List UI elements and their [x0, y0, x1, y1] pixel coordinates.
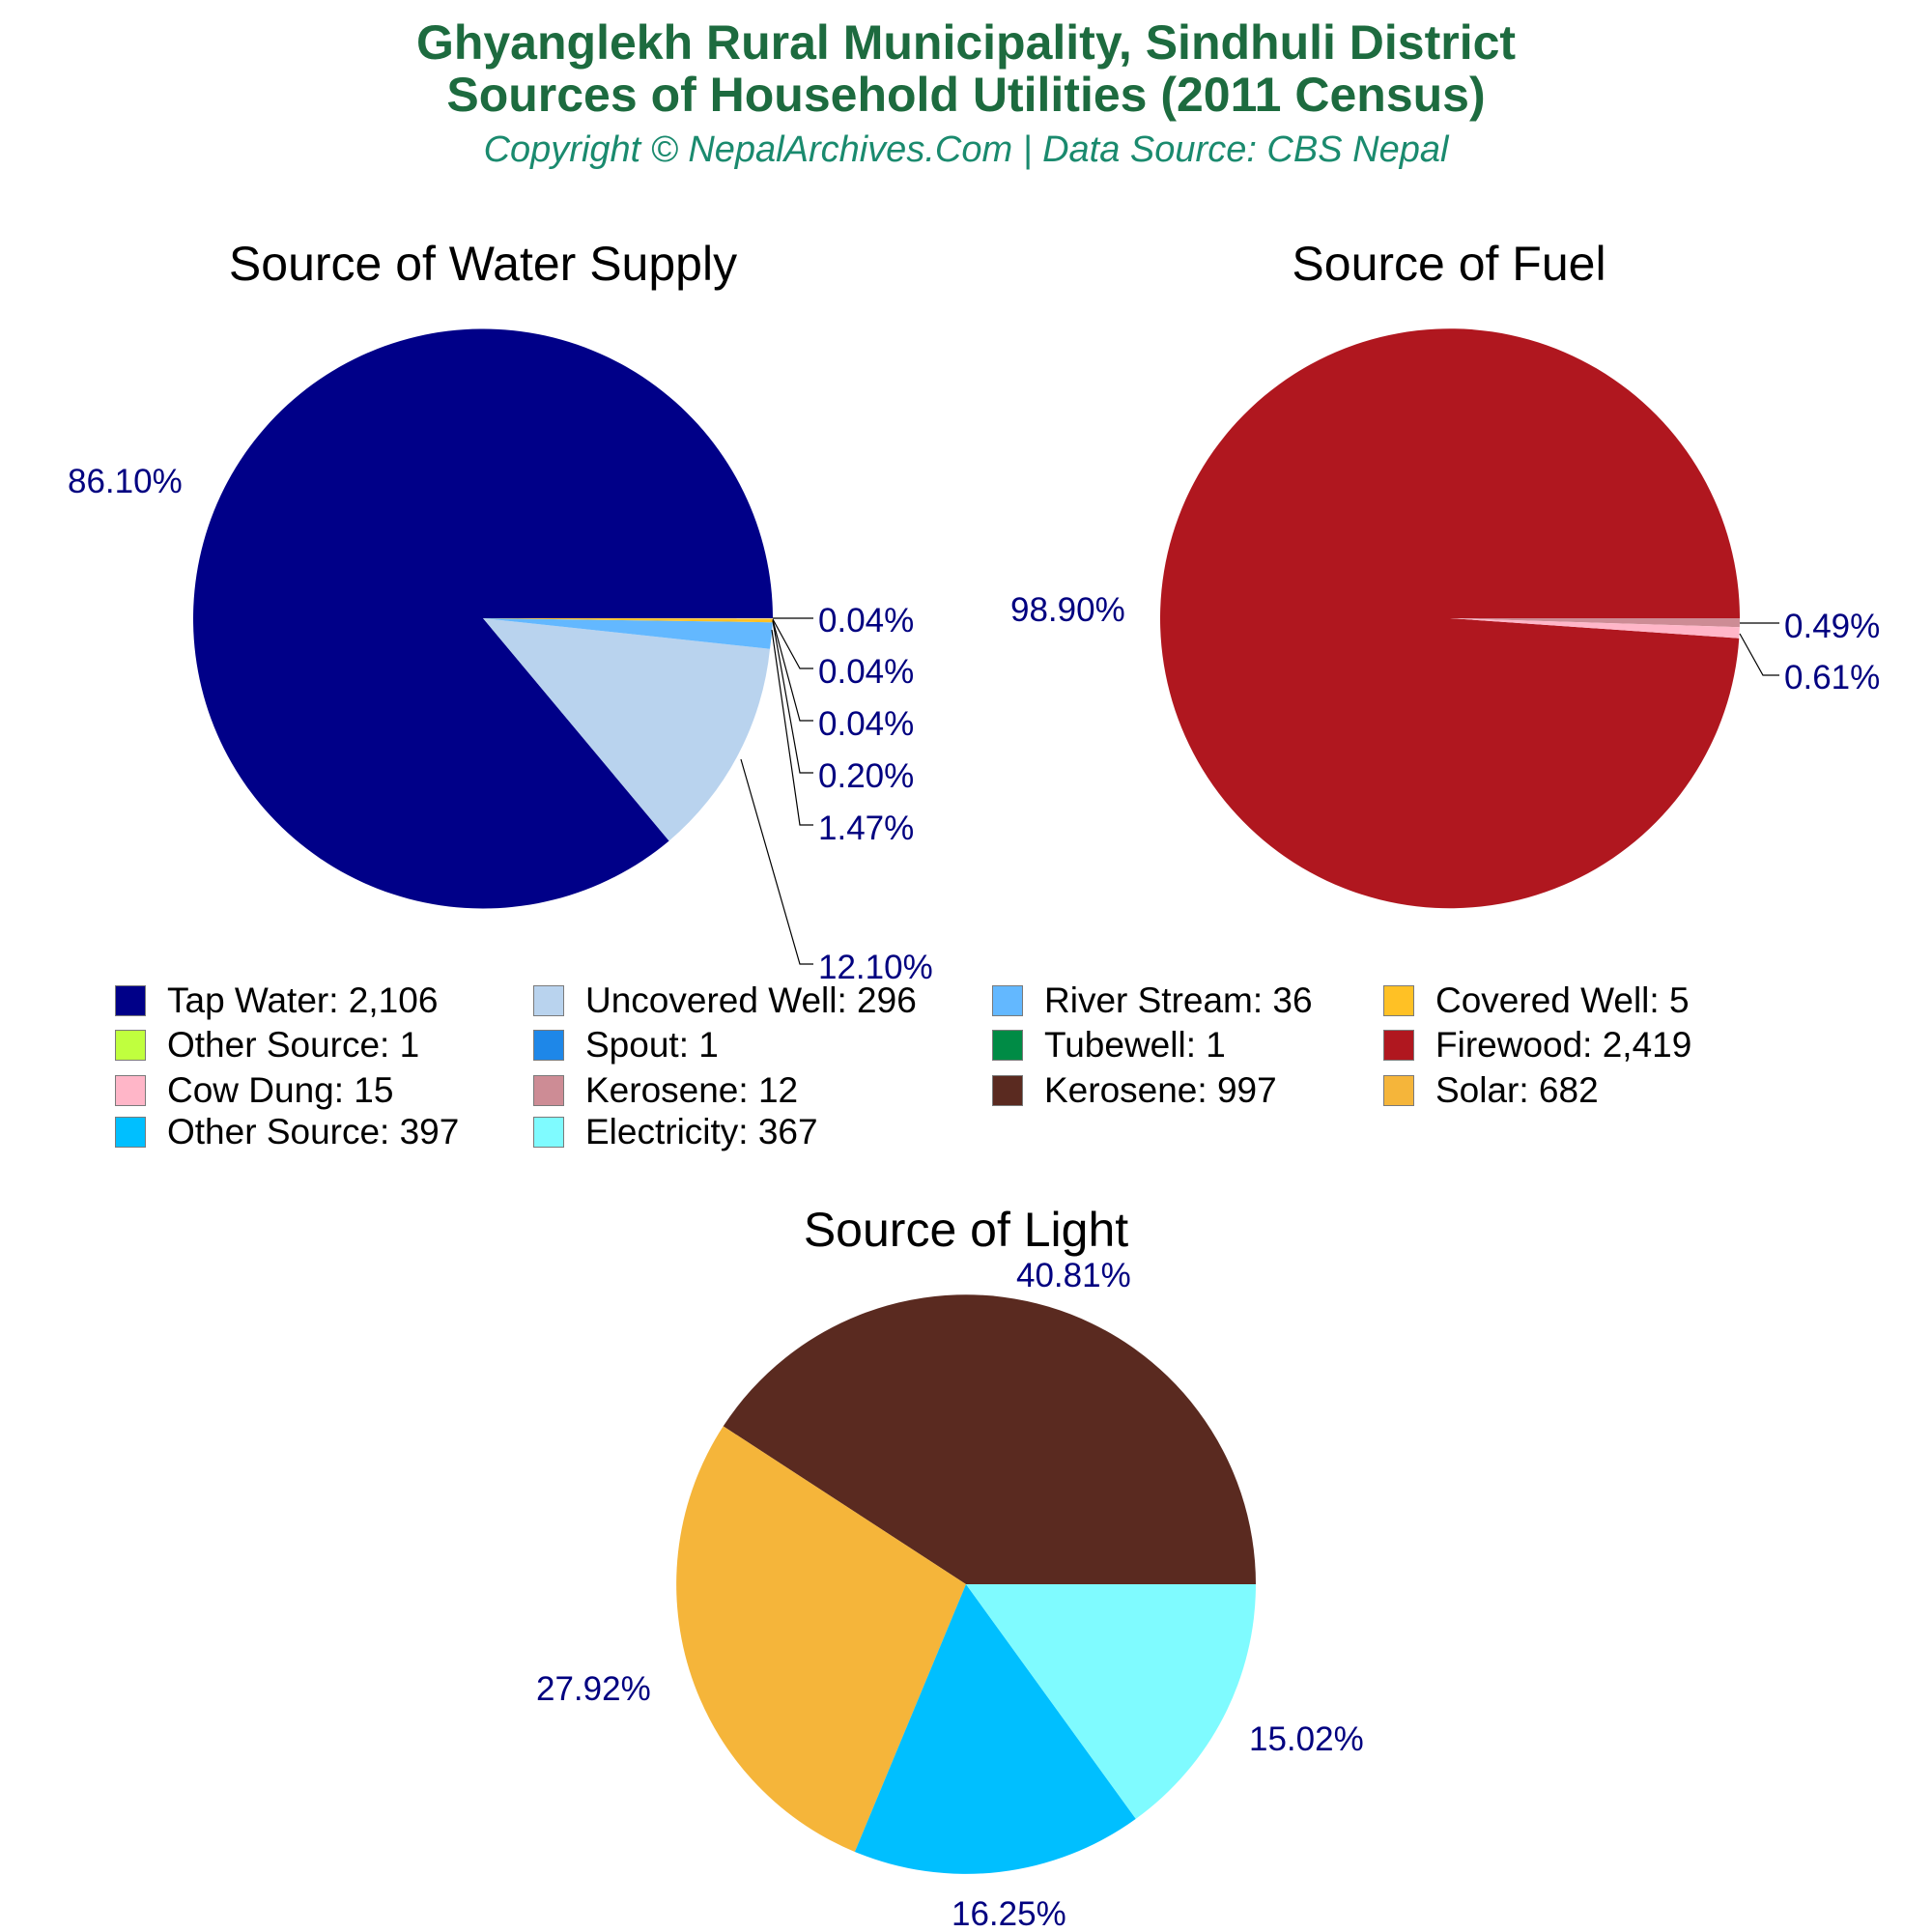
- chart-title-line2: Sources of Household Utilities (2011 Cen…: [446, 68, 1486, 122]
- legend-swatch: [992, 985, 1023, 1016]
- legend-item: Other Source: 397: [115, 1112, 460, 1151]
- light-label-kerosene: 40.81%: [1016, 1257, 1131, 1294]
- light-slice-kerosene: [723, 1294, 1256, 1584]
- fuel-slice-kerosene: [1450, 618, 1740, 628]
- water-label-tubewell: 0.04%: [818, 602, 914, 639]
- water-slice-covered-well: [483, 618, 773, 623]
- legend-item: Firewood: 2,419: [1383, 1025, 1692, 1065]
- legend-label: Firewood: 2,419: [1435, 1025, 1692, 1065]
- legend-label: Kerosene: 12: [585, 1070, 799, 1110]
- legend-item: Covered Well: 5: [1383, 980, 1690, 1020]
- water-label-other-source: 0.04%: [818, 705, 914, 743]
- legend-label: Tap Water: 2,106: [167, 980, 439, 1020]
- legend-label: Kerosene: 997: [1044, 1070, 1277, 1110]
- legend-swatch: [1383, 1030, 1414, 1061]
- legend-swatch: [992, 1030, 1023, 1061]
- legend-item: Tap Water: 2,106: [115, 980, 439, 1020]
- legend-item: Tubewell: 1: [992, 1025, 1226, 1065]
- fuel-label-firewood: 98.90%: [1010, 591, 1125, 629]
- legend-item: Spout: 1: [533, 1025, 719, 1065]
- water-label-river-stream: 1.47%: [818, 810, 914, 847]
- legend-swatch: [533, 1030, 564, 1061]
- legend-label: Covered Well: 5: [1435, 980, 1690, 1020]
- legend-swatch: [115, 1117, 146, 1148]
- water-slice-uncovered-well: [483, 618, 770, 841]
- copyright-subtitle: Copyright © NepalArchives.Com | Data Sou…: [483, 129, 1449, 170]
- legend-label: Other Source: 1: [167, 1025, 420, 1065]
- legend-swatch: [533, 1117, 564, 1148]
- legend-swatch: [115, 1075, 146, 1106]
- legend-item: Kerosene: 997: [992, 1070, 1277, 1110]
- legend-swatch: [533, 985, 564, 1016]
- chart-title-line1: Ghyanglekh Rural Municipality, Sindhuli …: [415, 15, 1517, 70]
- water-slice-river-stream: [483, 618, 773, 649]
- water-slice-tap-water: [193, 328, 774, 909]
- light-label-other-source: 16.25%: [952, 1895, 1066, 1932]
- water-leader-lines: [740, 617, 813, 965]
- legend-swatch: [533, 1075, 564, 1106]
- legend-item: Solar: 682: [1383, 1070, 1599, 1110]
- legend-item: Electricity: 367: [533, 1112, 818, 1151]
- fuel-chart-title: Source of Fuel: [1292, 237, 1606, 291]
- light-slice-electricity: [966, 1584, 1256, 1819]
- fuel-pie: 98.90% 0.49% 0.61%: [1010, 328, 1880, 909]
- legend-label: Other Source: 397: [167, 1112, 460, 1151]
- light-label-electricity: 15.02%: [1249, 1720, 1364, 1758]
- legend-swatch: [115, 985, 146, 1016]
- water-label-covered-well: 0.20%: [818, 757, 914, 795]
- legend-label: Spout: 1: [585, 1025, 719, 1065]
- fuel-label-cow-dung: 0.61%: [1784, 659, 1880, 696]
- fuel-leader-lines: [1739, 622, 1779, 676]
- legend-item: River Stream: 36: [992, 980, 1313, 1020]
- legend-label: Uncovered Well: 296: [585, 980, 917, 1020]
- legend-item: Uncovered Well: 296: [533, 980, 917, 1020]
- legend-label: Cow Dung: 15: [167, 1070, 394, 1110]
- light-chart-title: Source of Light: [803, 1203, 1129, 1257]
- legend-label: Solar: 682: [1435, 1070, 1599, 1110]
- legend-label: Tubewell: 1: [1044, 1025, 1226, 1065]
- legend-label: Electricity: 367: [585, 1112, 818, 1151]
- light-slice-other-source: [854, 1584, 1136, 1874]
- water-label-tap-water: 86.10%: [68, 463, 183, 500]
- fuel-slice-cow-dung: [1450, 618, 1740, 639]
- water-label-uncovered-well: 12.10%: [818, 949, 933, 986]
- legend-item: Other Source: 1: [115, 1025, 420, 1065]
- water-pie: 86.10% 0.04% 0.04% 0.04% 0.20% 1.47% 12.…: [68, 328, 933, 986]
- light-slice-solar: [676, 1426, 966, 1852]
- fuel-label-kerosene: 0.49%: [1784, 608, 1880, 645]
- light-pie: 40.81% 27.92% 16.25% 15.02%: [536, 1257, 1364, 1932]
- legend-swatch: [1383, 985, 1414, 1016]
- water-chart-title: Source of Water Supply: [228, 237, 738, 291]
- legend-item: Kerosene: 12: [533, 1070, 799, 1110]
- legend-item: Cow Dung: 15: [115, 1070, 394, 1110]
- fuel-slice-firewood: [1160, 328, 1740, 909]
- light-label-solar: 27.92%: [536, 1670, 651, 1708]
- legend-label: River Stream: 36: [1044, 980, 1313, 1020]
- legend-swatch: [992, 1075, 1023, 1106]
- legend-swatch: [1383, 1075, 1414, 1106]
- legend-swatch: [115, 1030, 146, 1061]
- water-label-spout: 0.04%: [818, 653, 914, 691]
